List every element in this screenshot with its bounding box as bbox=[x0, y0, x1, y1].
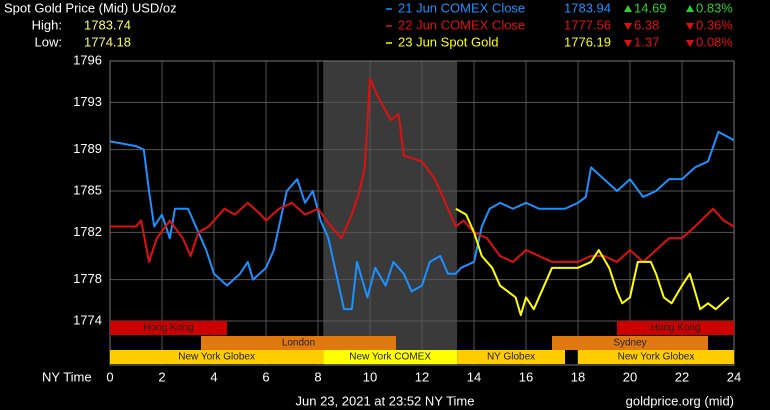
legend-change: 1.37 bbox=[634, 34, 659, 49]
legend-change-pct: 0.83% bbox=[696, 0, 733, 15]
y-tick-label: 1793 bbox=[73, 94, 102, 109]
market-band bbox=[323, 350, 458, 364]
market-band bbox=[617, 321, 734, 335]
legend-close: 1776.19 bbox=[564, 34, 611, 49]
x-tick-label: 2 bbox=[158, 369, 165, 384]
market-label: Hong Kong bbox=[143, 323, 193, 334]
x-axis-label: NY Time bbox=[42, 369, 92, 384]
x-tick-label: 16 bbox=[519, 369, 533, 384]
change-pct-arrow bbox=[686, 40, 694, 47]
legend-name: 21 Jun COMEX Close bbox=[398, 0, 525, 15]
market-band bbox=[201, 336, 396, 350]
x-tick-label: 24 bbox=[727, 369, 741, 384]
y-tick-label: 1782 bbox=[73, 224, 102, 239]
market-label: Sydney bbox=[613, 338, 646, 349]
market-label: New York COMEX bbox=[349, 352, 431, 363]
session-highlight bbox=[323, 61, 458, 365]
source: goldprice.org (mid) bbox=[626, 393, 734, 408]
change-pct-arrow bbox=[686, 5, 694, 12]
legend-close: 1783.94 bbox=[564, 0, 611, 15]
x-tick-label: 6 bbox=[262, 369, 269, 384]
legend-change-pct: 0.08% bbox=[696, 34, 733, 49]
x-tick-label: 20 bbox=[623, 369, 637, 384]
change-arrow bbox=[624, 5, 632, 12]
low-label: Low: bbox=[35, 34, 62, 49]
x-tick-label: 8 bbox=[314, 369, 321, 384]
y-tick-label: 1789 bbox=[73, 141, 102, 156]
change-arrow bbox=[624, 23, 632, 30]
high-label: High: bbox=[32, 17, 62, 32]
market-band bbox=[110, 350, 324, 364]
market-band bbox=[578, 350, 734, 364]
x-tick-label: 4 bbox=[210, 369, 217, 384]
legend-close: 1777.56 bbox=[564, 17, 611, 32]
series-line bbox=[110, 77, 735, 263]
high-value: 1783.74 bbox=[84, 17, 131, 32]
market-label: NY Globex bbox=[487, 352, 535, 363]
y-tick-label: 1774 bbox=[73, 312, 102, 327]
x-tick-label: 22 bbox=[675, 369, 689, 384]
legend-change: 6.38 bbox=[634, 17, 659, 32]
market-band bbox=[552, 336, 708, 350]
chart-title: Spot Gold Price (Mid) USD/oz bbox=[4, 0, 177, 15]
market-label: New York Globex bbox=[178, 352, 255, 363]
legend-change: 14.69 bbox=[634, 0, 667, 15]
market-label: London bbox=[282, 338, 315, 349]
series-line bbox=[109, 130, 735, 311]
change-arrow bbox=[624, 40, 632, 47]
y-tick-label: 1785 bbox=[73, 182, 102, 197]
low-value: 1774.18 bbox=[84, 34, 131, 49]
legend-change-pct: 0.36% bbox=[696, 17, 733, 32]
x-tick-label: 10 bbox=[363, 369, 377, 384]
change-pct-arrow bbox=[686, 23, 694, 30]
market-label: New York Globex bbox=[618, 352, 695, 363]
y-tick-label: 1778 bbox=[73, 271, 102, 286]
x-tick-label: 14 bbox=[467, 369, 481, 384]
x-tick-label: 0 bbox=[106, 369, 113, 384]
y-tick-label: 1796 bbox=[73, 52, 102, 67]
market-band bbox=[110, 321, 227, 335]
x-tick-label: 12 bbox=[415, 369, 429, 384]
legend-name: 22 Jun COMEX Close bbox=[398, 17, 525, 32]
x-tick-label: 18 bbox=[571, 369, 585, 384]
market-band bbox=[457, 350, 565, 364]
market-label: Hong Kong bbox=[650, 323, 700, 334]
plot-frame bbox=[109, 60, 735, 366]
legend-name: 23 Jun Spot Gold bbox=[398, 34, 498, 49]
footer: Jun 23, 2021 at 23:52 NY Time bbox=[296, 393, 475, 408]
series-line bbox=[455, 207, 730, 317]
